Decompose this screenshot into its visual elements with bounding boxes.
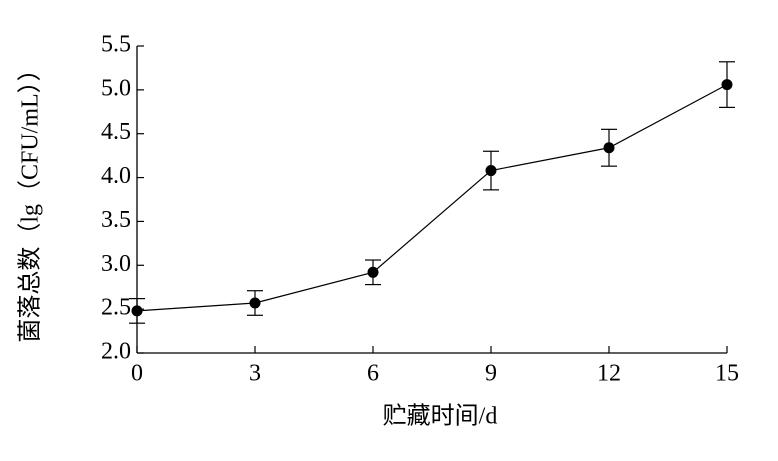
data-point [249, 297, 261, 309]
y-tick-label: 5.0 [101, 75, 131, 101]
y-tick-label: 3.5 [101, 207, 131, 233]
x-tick-label: 0 [131, 361, 143, 387]
x-tick-label: 3 [249, 361, 261, 387]
y-axis-label: 菌落总数（lg（CFU/mL）） [17, 57, 44, 342]
data-point [131, 305, 143, 317]
x-tick-label: 6 [367, 361, 379, 387]
data-point [485, 165, 497, 177]
y-tick-label: 2.0 [101, 339, 131, 365]
x-axis-label: 贮藏时间/d [383, 403, 498, 430]
y-tick-label: 5.5 [101, 32, 131, 58]
y-tick-label: 2.5 [101, 295, 131, 321]
data-point [367, 266, 379, 278]
y-tick-label: 3.0 [101, 251, 131, 277]
data-point [721, 79, 733, 91]
data-point [603, 142, 615, 154]
x-tick-label: 9 [485, 361, 497, 387]
series-line [136, 84, 728, 312]
x-tick-label: 15 [715, 361, 739, 387]
y-tick-label: 4.5 [101, 119, 131, 145]
y-tick-label: 4.0 [101, 163, 131, 189]
x-tick-label: 12 [597, 361, 621, 387]
